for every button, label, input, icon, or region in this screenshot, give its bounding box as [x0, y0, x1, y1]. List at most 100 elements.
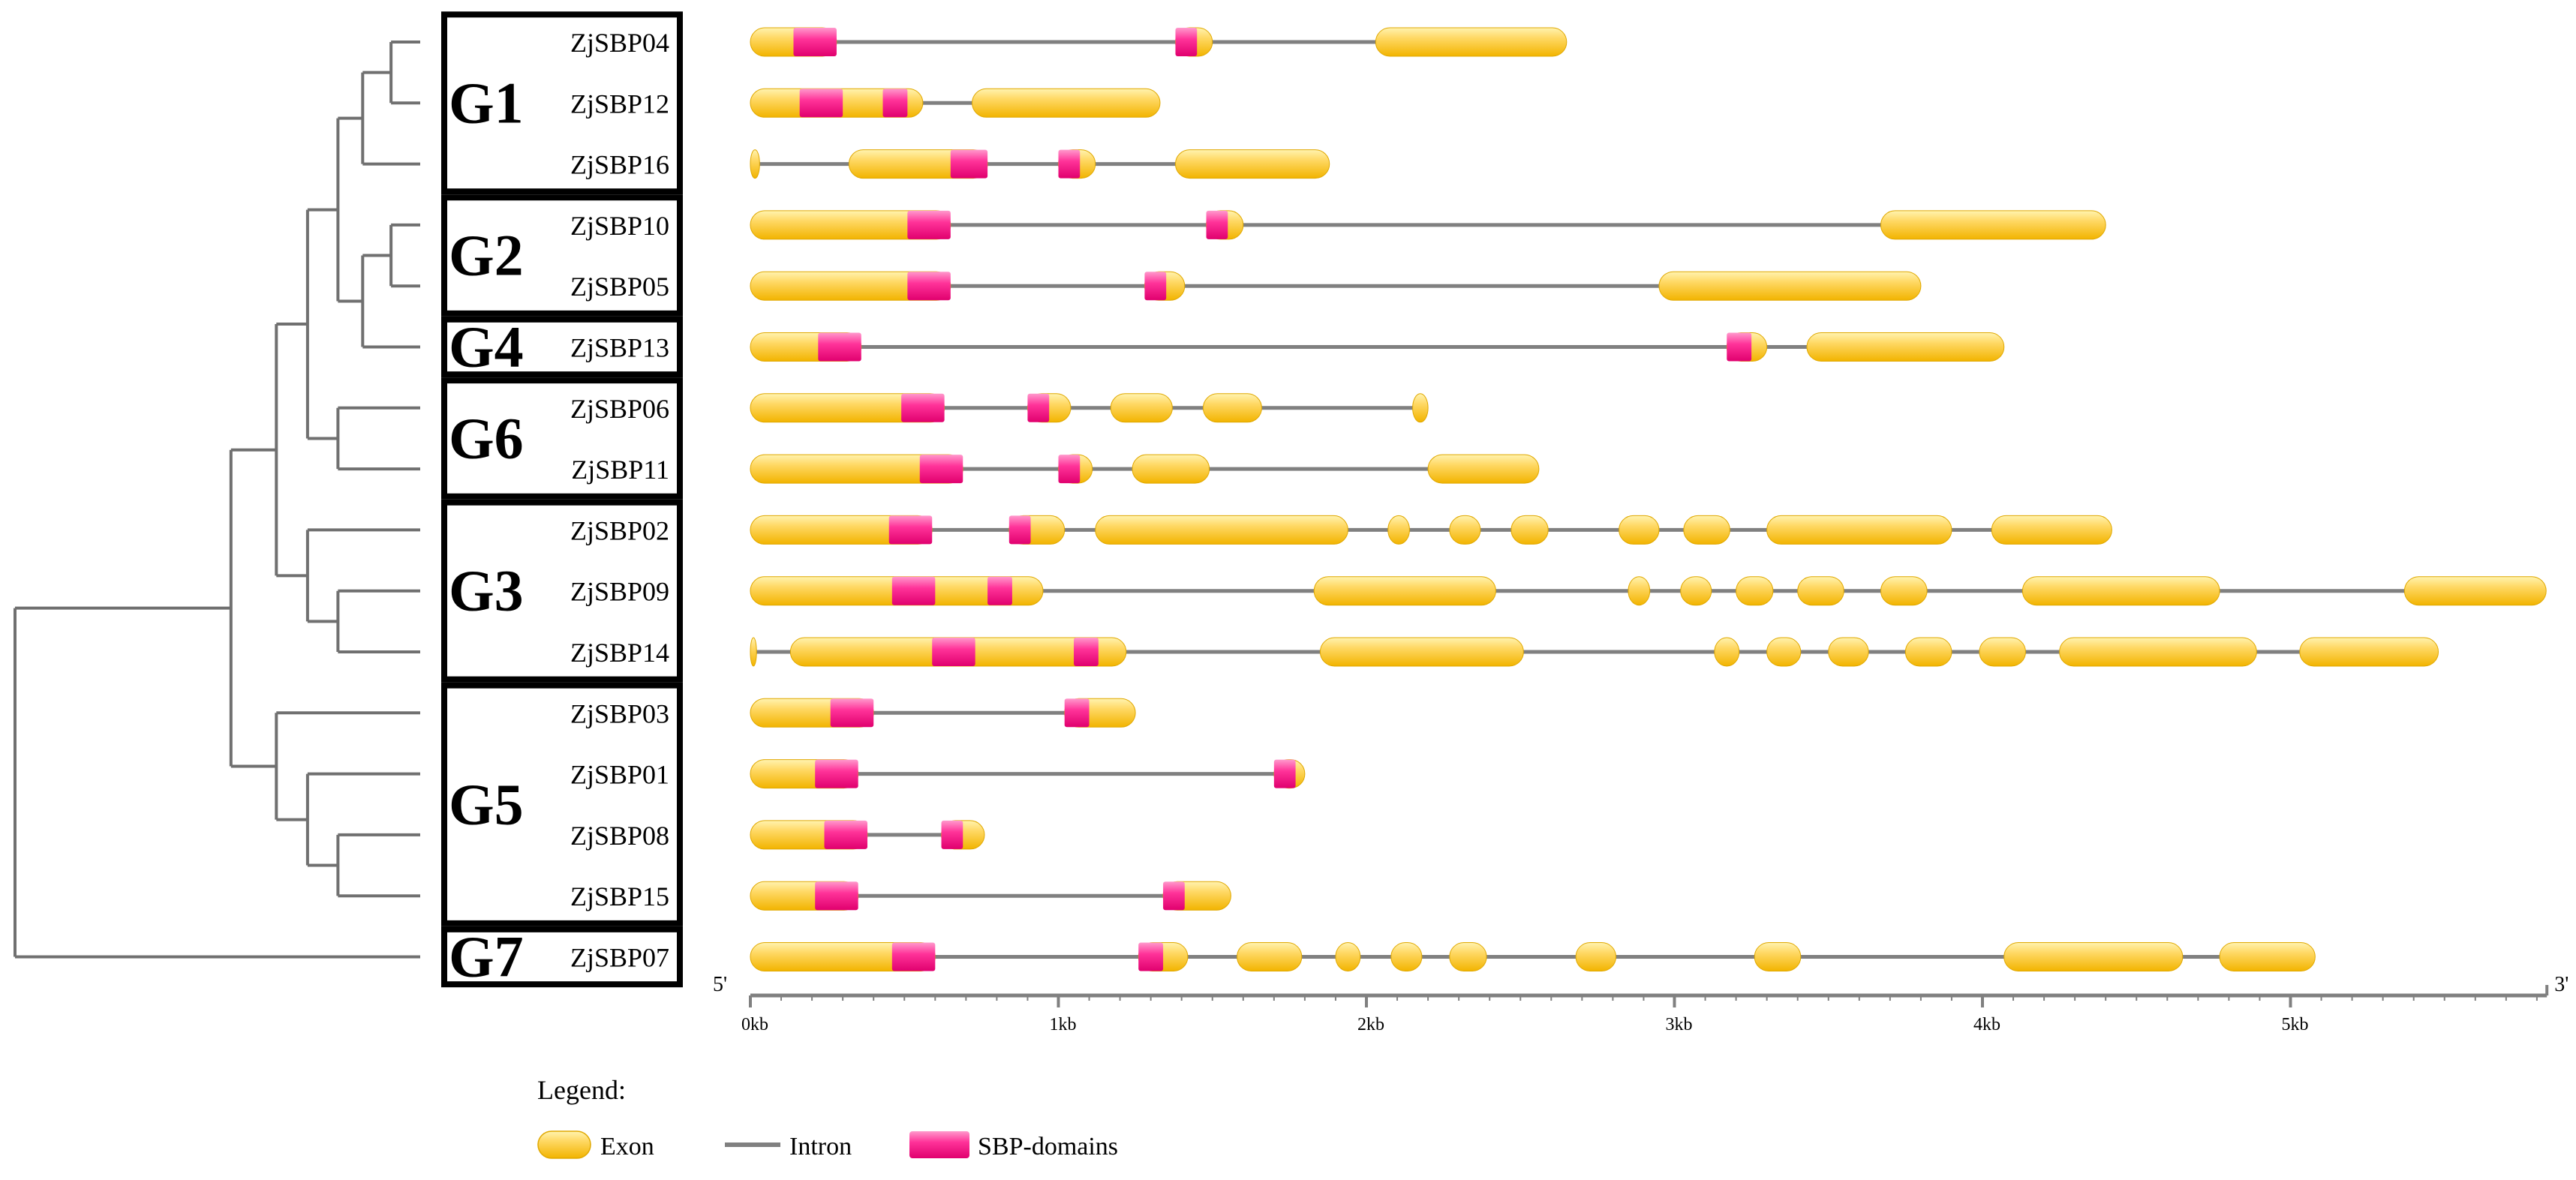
gene-row-zjsbp12: ZjSBP12 — [570, 88, 1161, 119]
legend-domain-swatch — [909, 1131, 969, 1158]
gene-label: ZjSBP04 — [570, 28, 669, 58]
gene-row-zjsbp02: ZjSBP02 — [570, 515, 2112, 545]
exon — [750, 942, 936, 971]
sbp-domain — [1058, 455, 1081, 484]
group-box-g6 — [441, 377, 683, 500]
length-axis: 0kb 1kb 2kb 3kb 4kb 5kb 5' 3' — [713, 973, 2568, 1034]
legend-exon: Exon — [537, 1130, 654, 1160]
sbp-domain — [950, 149, 988, 179]
exon — [2299, 637, 2439, 667]
legend-title: Legend: — [537, 1075, 626, 1105]
gene-label: ZjSBP16 — [570, 150, 669, 180]
sbp-domain — [891, 942, 936, 971]
exon — [1736, 576, 1774, 606]
gene-row-zjsbp04: ZjSBP04 — [570, 27, 1568, 58]
gene-label: ZjSBP14 — [570, 638, 669, 668]
exon — [1828, 637, 1869, 667]
gene-row-zjsbp14: ZjSBP14 — [570, 637, 2439, 668]
group-label-g5: G5 — [449, 771, 524, 836]
legend-domain-label: SBP-domains — [978, 1133, 1118, 1160]
legend-domain: SBP-domains — [909, 1131, 1118, 1160]
sbp-domain — [824, 820, 867, 849]
sbp-domain — [793, 28, 837, 56]
legend-exon-label: Exon — [600, 1133, 654, 1160]
group-box-g1 — [441, 11, 683, 195]
gene-row-zjsbp03: ZjSBP03 — [570, 698, 1136, 728]
exon — [1412, 393, 1429, 423]
exon — [1797, 576, 1844, 606]
sbp-domain — [1027, 393, 1050, 422]
gene-row-zjsbp06: ZjSBP06 — [570, 393, 1429, 424]
sbp-domain — [907, 210, 951, 239]
exon — [1979, 637, 2026, 667]
sbp-domain — [1138, 942, 1164, 971]
group-label-g6: G6 — [449, 405, 524, 470]
exon — [1390, 942, 1423, 971]
axis-tick-label: 3kb — [1666, 1015, 1693, 1034]
exon — [1449, 515, 1481, 545]
sbp-domain — [919, 455, 963, 484]
exon — [1575, 942, 1617, 971]
exon — [1174, 149, 1330, 179]
axis-3prime-label: 3' — [2554, 973, 2568, 996]
exon — [750, 149, 760, 179]
gene-row-zjsbp15: ZjSBP15 — [570, 881, 1231, 911]
phylogenetic-tree — [14, 41, 420, 959]
group-box-g2 — [441, 194, 683, 317]
group-boxes: G1 G2 G4 G6 G3 G5 G7 — [441, 11, 683, 989]
exon — [1991, 515, 2112, 545]
exon — [2059, 637, 2257, 667]
sbp-domain — [1206, 210, 1228, 239]
exon — [2403, 576, 2547, 606]
sbp-domain — [1727, 332, 1752, 362]
legend-intron-label: Intron — [789, 1133, 852, 1160]
sbp-domain — [882, 89, 908, 118]
legend-exon-swatch — [537, 1130, 591, 1159]
exon — [972, 88, 1161, 118]
gene-label: ZjSBP11 — [571, 455, 669, 485]
exon — [1510, 515, 1549, 545]
axis-tick-label: 1kb — [1050, 1015, 1077, 1034]
legend-intron: Intron — [725, 1133, 852, 1160]
exon — [1387, 515, 1410, 545]
sbp-domain — [818, 332, 861, 362]
group-box-g3 — [441, 499, 683, 683]
sbp-domain — [1064, 698, 1090, 728]
gene-label: ZjSBP03 — [570, 698, 669, 728]
group-label-g1: G1 — [449, 70, 524, 135]
sbp-domain — [932, 638, 975, 666]
gene-label: ZjSBP05 — [570, 272, 669, 302]
sbp-domain — [799, 89, 843, 118]
group-label-g3: G3 — [449, 558, 524, 623]
exon — [750, 515, 933, 545]
exon — [1427, 454, 1540, 484]
gene-row-zjsbp16: ZjSBP16 — [570, 149, 1330, 180]
gene-row-zjsbp05: ZjSBP05 — [570, 271, 1922, 302]
exon — [1619, 515, 1660, 545]
gene-row-zjsbp13: ZjSBP13 — [570, 332, 2005, 363]
exon — [1714, 637, 1740, 667]
gene-label: ZjSBP07 — [570, 943, 669, 973]
exon — [1766, 637, 1802, 667]
gene-label: ZjSBP15 — [570, 881, 669, 911]
exon — [1319, 637, 1524, 667]
sbp-domain — [1008, 515, 1031, 545]
exon — [1132, 454, 1210, 484]
exon — [750, 637, 757, 667]
exon — [1449, 942, 1487, 971]
exon — [1754, 942, 1802, 971]
sbp-domain — [1074, 638, 1099, 666]
group-label-g2: G2 — [449, 223, 524, 288]
exon — [2219, 942, 2316, 971]
sbp-domain — [1163, 881, 1185, 911]
axis-5prime-label: 5' — [713, 973, 727, 996]
group-label-g7: G7 — [449, 924, 524, 989]
gene-label: ZjSBP02 — [570, 515, 669, 545]
exon — [1880, 210, 2106, 240]
exon — [1766, 515, 1952, 545]
gene-row-zjsbp01: ZjSBP01 — [570, 759, 1306, 790]
gene-label: ZjSBP10 — [570, 211, 669, 241]
exon — [2021, 576, 2220, 606]
exon — [1375, 27, 1568, 57]
exon — [1628, 576, 1651, 606]
